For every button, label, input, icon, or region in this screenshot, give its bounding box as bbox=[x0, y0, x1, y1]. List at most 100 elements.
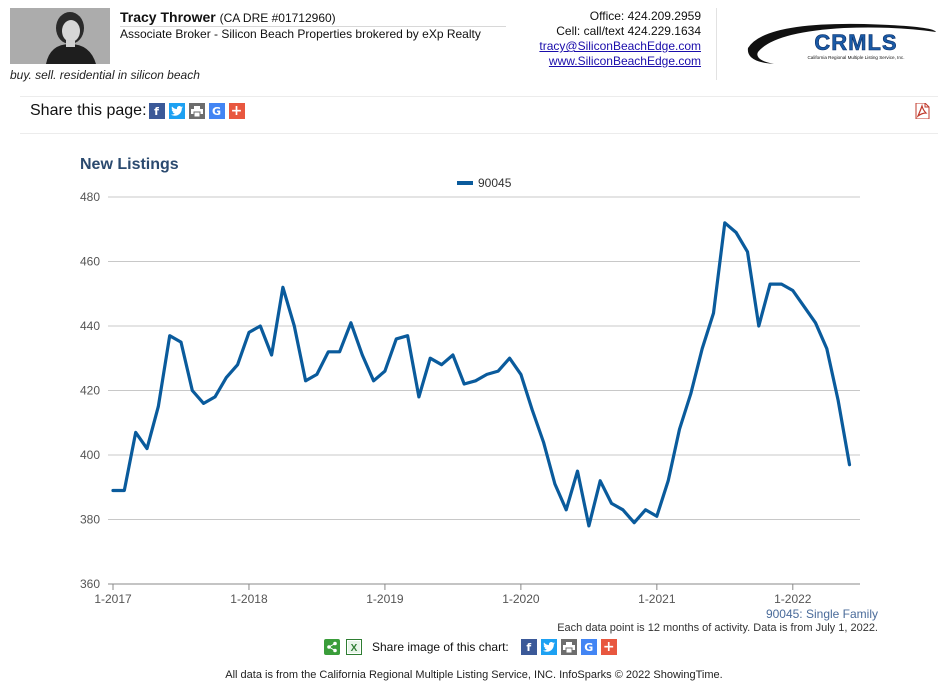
x-tick-label: 1-2019 bbox=[366, 592, 404, 606]
data-point bbox=[520, 373, 522, 375]
data-point bbox=[746, 251, 748, 253]
twitter-icon[interactable] bbox=[168, 103, 185, 119]
data-point bbox=[304, 380, 306, 382]
data-point bbox=[497, 370, 499, 372]
x-tick-label: 1-2018 bbox=[230, 592, 268, 606]
agent-portrait-image bbox=[10, 8, 110, 64]
data-point bbox=[463, 383, 465, 385]
x-tick-label: 1-2021 bbox=[638, 592, 676, 606]
y-tick-label: 460 bbox=[80, 255, 100, 269]
data-point bbox=[769, 283, 771, 285]
google-icon[interactable]: G bbox=[208, 103, 225, 119]
data-point bbox=[803, 305, 805, 307]
data-point bbox=[599, 480, 601, 482]
data-point bbox=[316, 373, 318, 375]
x-tick-label: 1-2022 bbox=[774, 592, 812, 606]
office-phone: Office: 424.209.2959 bbox=[589, 9, 701, 23]
email-link[interactable]: tracy@SiliconBeachEdge.com bbox=[539, 39, 701, 53]
series-note: 90045: Single Family bbox=[765, 607, 878, 621]
data-point bbox=[633, 522, 635, 524]
data-point bbox=[350, 322, 352, 324]
chart-facebook-icon[interactable]: f bbox=[520, 639, 537, 655]
data-point bbox=[486, 373, 488, 375]
header-rule bbox=[20, 96, 938, 97]
share-icon[interactable] bbox=[324, 639, 340, 655]
data-point bbox=[644, 509, 646, 511]
copyright-footer: All data is from the California Regional… bbox=[225, 669, 723, 681]
data-point bbox=[384, 370, 386, 372]
data-point bbox=[565, 509, 567, 511]
y-tick-label: 440 bbox=[80, 319, 100, 333]
data-point bbox=[792, 289, 794, 291]
y-tick-label: 480 bbox=[80, 190, 100, 204]
chart-legend: 90045 bbox=[457, 176, 512, 190]
data-point bbox=[554, 483, 556, 485]
data-point bbox=[508, 357, 510, 359]
chart-google-icon[interactable]: G bbox=[580, 639, 597, 655]
data-point bbox=[236, 364, 238, 366]
facebook-icon[interactable]: f bbox=[148, 103, 165, 119]
chart-plus-icon[interactable]: + bbox=[600, 639, 617, 655]
data-point bbox=[225, 376, 227, 378]
x-tick-label: 1-2020 bbox=[502, 592, 540, 606]
data-point bbox=[293, 325, 295, 327]
x-axis: 1-2017 1-2018 1-2019 1-2020 1-2021 1-2022 bbox=[94, 583, 860, 606]
data-point bbox=[214, 396, 216, 398]
data-point bbox=[667, 480, 669, 482]
chart-series bbox=[111, 221, 852, 528]
data-point bbox=[327, 351, 329, 353]
y-tick-label: 380 bbox=[80, 513, 100, 527]
chart-twitter-icon[interactable] bbox=[540, 639, 557, 655]
header-separator bbox=[716, 8, 717, 80]
agent-name-line: Tracy Thrower (CA DRE #01712960) bbox=[120, 9, 336, 25]
logo-text: CRMLS bbox=[814, 30, 897, 55]
data-point bbox=[701, 347, 703, 349]
print-icon[interactable] bbox=[188, 103, 205, 119]
legend-swatch bbox=[457, 181, 473, 185]
data-point bbox=[837, 399, 839, 401]
data-point bbox=[429, 357, 431, 359]
data-point bbox=[372, 380, 374, 382]
data-point bbox=[690, 393, 692, 395]
data-point bbox=[678, 428, 680, 430]
new-listings-chart: New Listings 90045 360 380 400 420 440 460 480… bbox=[80, 156, 860, 606]
website-link[interactable]: www.SiliconBeachEdge.com bbox=[548, 54, 701, 68]
excel-icon[interactable]: X bbox=[346, 639, 362, 655]
data-point bbox=[440, 364, 442, 366]
y-tick-label: 400 bbox=[80, 448, 100, 462]
data-point bbox=[576, 470, 578, 472]
data-point bbox=[112, 489, 114, 491]
data-point bbox=[169, 335, 171, 337]
data-point bbox=[848, 464, 850, 466]
share-chart-label: Share image of this chart: bbox=[372, 640, 509, 654]
share-chart-bar: X Share image of this chart: f G + bbox=[324, 639, 617, 655]
data-point bbox=[656, 515, 658, 517]
plus-icon[interactable]: + bbox=[228, 103, 245, 119]
data-note: Each data point is 12 months of activity… bbox=[557, 622, 878, 634]
data-point bbox=[361, 354, 363, 356]
chart-grid bbox=[108, 196, 860, 520]
share-page-bar: Share this page: f G + bbox=[30, 102, 245, 120]
data-point bbox=[270, 354, 272, 356]
data-point bbox=[191, 389, 193, 391]
data-point bbox=[610, 502, 612, 504]
share-rule bbox=[20, 133, 938, 134]
data-point bbox=[406, 335, 408, 337]
agent-divider bbox=[120, 26, 506, 27]
data-point bbox=[202, 402, 204, 404]
data-point bbox=[758, 325, 760, 327]
logo-subtitle: California Regional Multiple Listing Ser… bbox=[807, 55, 904, 60]
data-point bbox=[735, 231, 737, 233]
data-point bbox=[780, 283, 782, 285]
data-point bbox=[282, 286, 284, 288]
y-tick-label: 420 bbox=[80, 384, 100, 398]
data-point bbox=[826, 347, 828, 349]
data-point bbox=[814, 322, 816, 324]
agent-license: (CA DRE #01712960) bbox=[219, 11, 336, 25]
chart-print-icon[interactable] bbox=[560, 639, 577, 655]
data-point bbox=[123, 489, 125, 491]
data-point bbox=[259, 325, 261, 327]
agent-name: Tracy Thrower bbox=[120, 9, 216, 25]
share-page-label: Share this page: bbox=[30, 102, 147, 119]
pdf-icon[interactable] bbox=[914, 102, 930, 120]
